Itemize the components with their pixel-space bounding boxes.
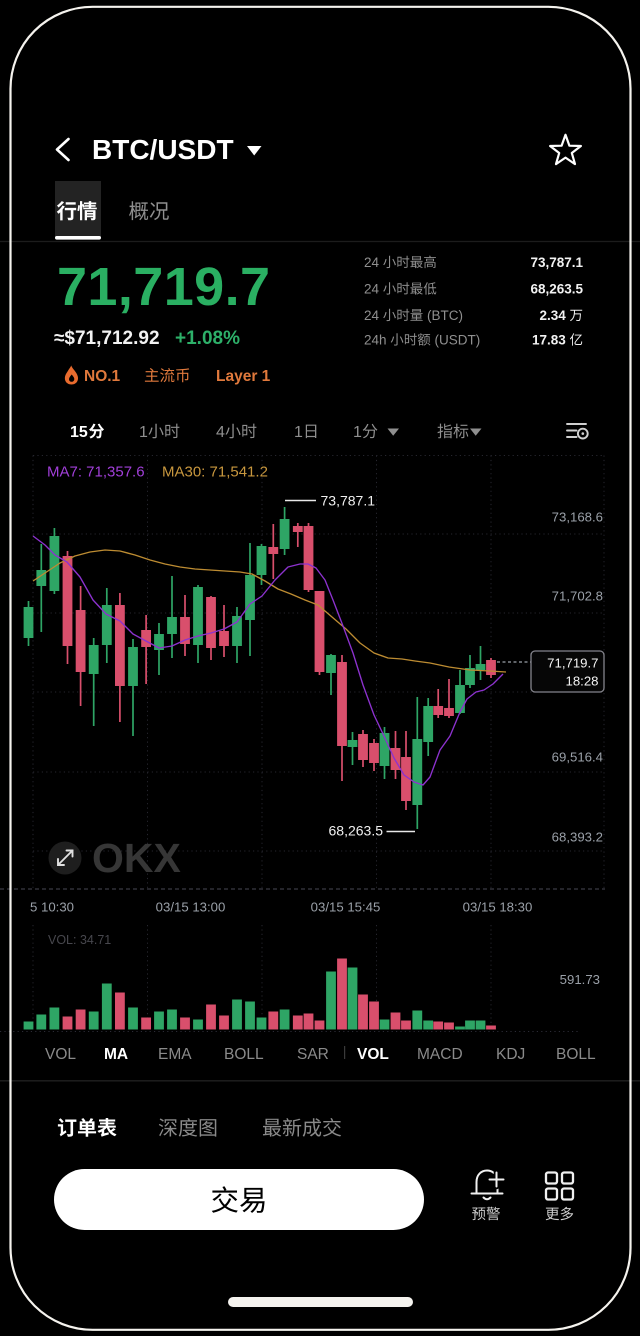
svg-text:03/15 13:00: 03/15 13:00 <box>156 900 226 915</box>
svg-text:VOL: VOL <box>357 1046 389 1063</box>
svg-text:24: 24 <box>364 282 380 297</box>
svg-text:24: 24 <box>364 308 380 323</box>
svg-text:18:28: 18:28 <box>565 674 598 689</box>
svg-text:OKX: OKX <box>92 835 181 881</box>
svg-text:VOL: 34.71: VOL: 34.71 <box>48 933 111 947</box>
svg-text:BOLL: BOLL <box>224 1046 264 1063</box>
svg-text:68,393.2: 68,393.2 <box>552 830 603 845</box>
svg-text:17.83: 17.83 <box>532 333 566 348</box>
svg-text:1: 1 <box>139 424 148 441</box>
svg-text:24h: 24h <box>364 333 387 348</box>
svg-text:24: 24 <box>364 255 380 270</box>
svg-text:4: 4 <box>216 424 225 441</box>
svg-text:71,719.7: 71,719.7 <box>57 257 270 317</box>
svg-text:+1.08%: +1.08% <box>175 328 240 349</box>
svg-text:MA: MA <box>104 1046 128 1063</box>
svg-text:68,263.5: 68,263.5 <box>530 282 583 297</box>
svg-text:73,787.1: 73,787.1 <box>321 493 376 509</box>
svg-text:1: 1 <box>294 424 303 441</box>
svg-text:MA30: 71,541.2: MA30: 71,541.2 <box>162 464 268 481</box>
svg-text:≈$71,712.92: ≈$71,712.92 <box>54 328 160 349</box>
svg-text:MACD: MACD <box>417 1046 463 1063</box>
svg-text:591.73: 591.73 <box>560 972 600 987</box>
svg-text:69,516.4: 69,516.4 <box>552 750 603 765</box>
svg-text:71,702.8: 71,702.8 <box>552 589 603 604</box>
svg-text:EMA: EMA <box>158 1046 192 1063</box>
svg-text:71,719.7: 71,719.7 <box>547 656 598 671</box>
svg-text:(USDT): (USDT) <box>435 333 481 348</box>
svg-text:1: 1 <box>353 424 362 441</box>
svg-text:03/15 18:30: 03/15 18:30 <box>463 900 533 915</box>
svg-text:KDJ: KDJ <box>496 1046 525 1063</box>
svg-text:15: 15 <box>70 424 88 441</box>
svg-text:2.34: 2.34 <box>539 308 566 323</box>
svg-text:5 10:30: 5 10:30 <box>30 900 74 915</box>
svg-text:BOLL: BOLL <box>556 1046 596 1063</box>
svg-text:VOL: VOL <box>45 1046 76 1063</box>
svg-text:73,787.1: 73,787.1 <box>530 255 583 270</box>
svg-text:68,263.5: 68,263.5 <box>329 823 384 839</box>
svg-text:03/15 15:45: 03/15 15:45 <box>311 900 381 915</box>
svg-text:SAR: SAR <box>297 1046 329 1063</box>
svg-text:NO.1: NO.1 <box>84 368 121 385</box>
svg-text:(BTC): (BTC) <box>427 308 463 323</box>
svg-text:BTC/USDT: BTC/USDT <box>92 134 234 165</box>
svg-text:Layer 1: Layer 1 <box>216 368 271 385</box>
svg-text:MA7: 71,357.6: MA7: 71,357.6 <box>47 464 145 481</box>
svg-text:73,168.6: 73,168.6 <box>552 510 603 525</box>
